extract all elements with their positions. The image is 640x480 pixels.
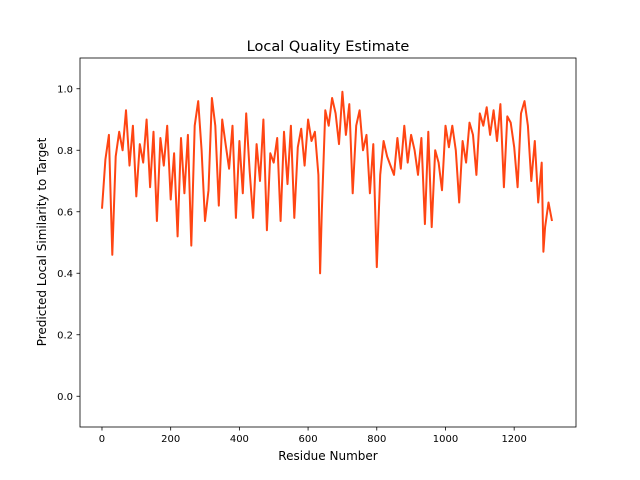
x-tick-label: 400	[230, 434, 249, 445]
y-axis-label: Predicted Local Similarity to Target	[35, 137, 49, 346]
x-tick-label: 600	[299, 434, 318, 445]
y-tick-label: 0.6	[57, 207, 73, 218]
x-axis: 0 200 400 600 800 1000 1200	[99, 427, 527, 445]
series-line-local-quality	[101, 90, 553, 275]
x-axis-label: Residue Number	[278, 449, 377, 463]
x-tick-label: 0	[99, 434, 105, 445]
x-tick-label: 1000	[433, 434, 458, 445]
y-tick-label: 1.0	[57, 84, 73, 95]
y-tick-label: 0.0	[57, 392, 73, 403]
y-tick-label: 0.2	[57, 330, 73, 341]
x-tick-label: 800	[367, 434, 386, 445]
y-tick-label: 0.8	[57, 146, 73, 157]
x-tick-label: 200	[161, 434, 180, 445]
chart-title: Local Quality Estimate	[247, 39, 410, 55]
series-group	[101, 90, 553, 275]
plot-frame	[79, 57, 577, 428]
y-tick-label: 0.4	[57, 269, 73, 280]
y-axis: 0.0 0.2 0.4 0.6 0.8 1.0	[57, 84, 80, 403]
x-tick-label: 1200	[501, 434, 526, 445]
